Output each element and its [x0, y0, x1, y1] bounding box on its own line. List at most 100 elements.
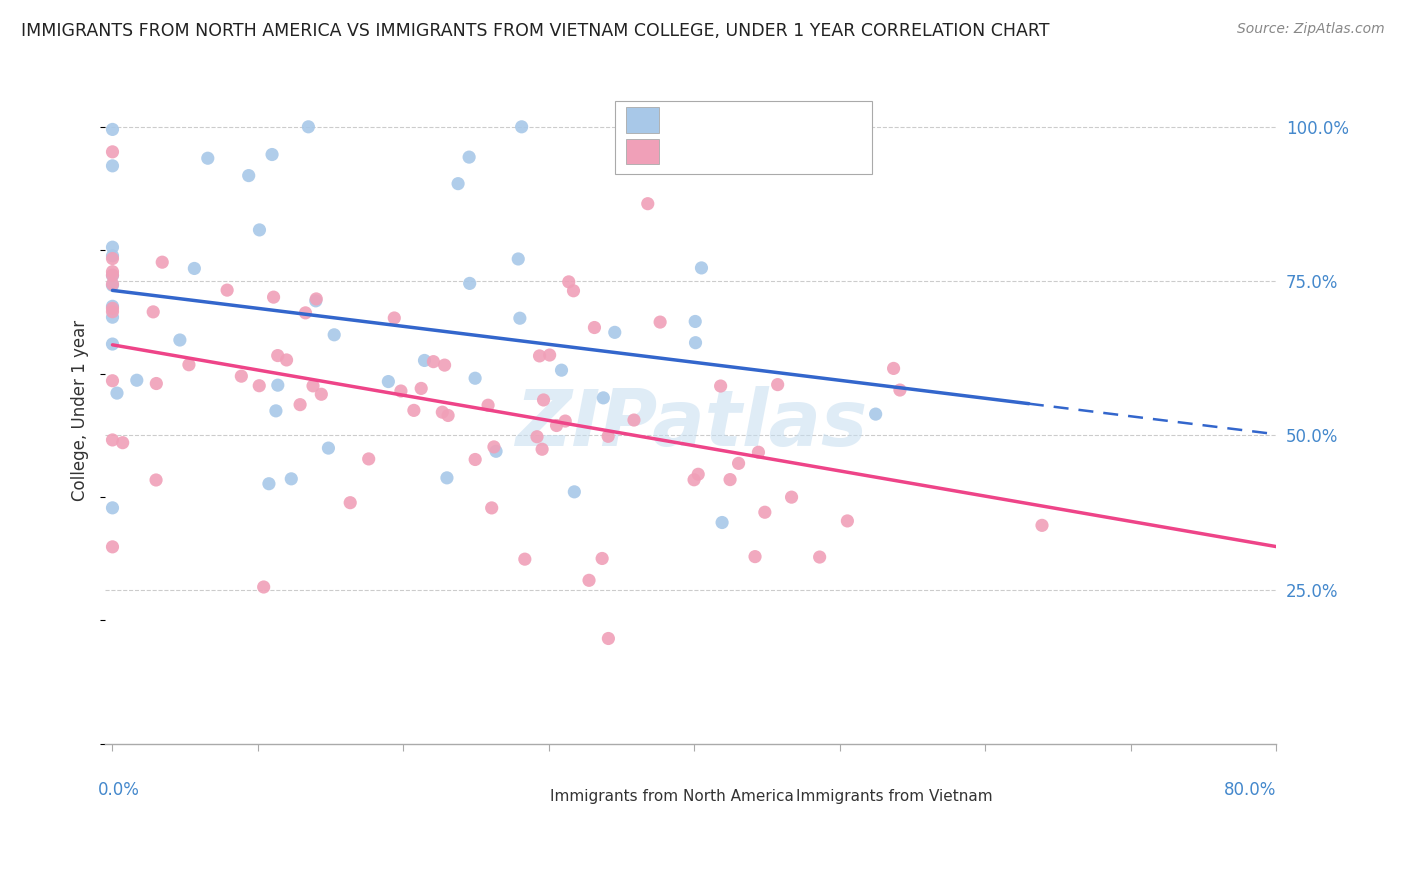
FancyBboxPatch shape: [626, 139, 659, 164]
Point: [294, 306, 316, 320]
Text: Immigrants from North America: Immigrants from North America: [550, 789, 794, 804]
Point: [747, 445, 769, 459]
FancyBboxPatch shape: [626, 107, 659, 133]
Text: R =: R =: [671, 111, 707, 128]
Point: [253, 580, 276, 594]
Point: [558, 275, 581, 289]
Point: [101, 299, 124, 313]
Point: [727, 456, 749, 470]
Point: [101, 337, 124, 351]
Point: [101, 268, 124, 283]
Point: [169, 333, 191, 347]
Text: Source: ZipAtlas.com: Source: ZipAtlas.com: [1237, 22, 1385, 37]
Point: [433, 358, 456, 372]
Point: [837, 514, 859, 528]
Point: [260, 147, 283, 161]
Point: [432, 405, 454, 419]
Point: [267, 378, 290, 392]
Point: [249, 223, 271, 237]
Point: [377, 375, 399, 389]
Y-axis label: College, Under 1 year: College, Under 1 year: [72, 320, 89, 501]
Point: [464, 371, 486, 385]
Point: [101, 433, 124, 447]
Point: [718, 473, 741, 487]
Text: 0.0%: 0.0%: [98, 780, 139, 798]
Point: [145, 376, 167, 391]
Point: [711, 516, 734, 530]
Point: [1031, 518, 1053, 533]
Point: [683, 314, 706, 328]
Point: [101, 277, 124, 292]
Point: [422, 354, 444, 368]
Point: [101, 278, 124, 293]
Text: -0.185: -0.185: [716, 111, 775, 128]
Point: [111, 435, 134, 450]
Point: [411, 381, 433, 395]
Point: [685, 335, 707, 350]
Point: [865, 407, 887, 421]
Point: [257, 476, 280, 491]
Text: N =: N =: [787, 111, 825, 128]
Point: [276, 353, 298, 368]
Point: [125, 373, 148, 387]
Point: [550, 363, 572, 377]
Point: [177, 358, 200, 372]
Point: [598, 632, 620, 646]
Point: [105, 386, 128, 401]
Point: [305, 292, 328, 306]
Point: [302, 379, 325, 393]
Text: 46: 46: [832, 111, 855, 128]
Point: [533, 392, 555, 407]
Point: [247, 378, 270, 392]
Point: [458, 277, 481, 291]
Point: [357, 451, 380, 466]
Point: [583, 320, 606, 334]
Point: [101, 500, 124, 515]
Point: [883, 361, 905, 376]
Text: 80.0%: 80.0%: [1223, 780, 1277, 798]
Point: [623, 413, 645, 427]
Point: [318, 441, 340, 455]
Point: [323, 327, 346, 342]
Point: [458, 150, 481, 164]
Point: [546, 418, 568, 433]
Point: [145, 473, 167, 487]
Point: [238, 169, 260, 183]
Point: [142, 305, 165, 319]
Point: [482, 440, 505, 454]
Point: [101, 249, 124, 263]
Point: [808, 549, 831, 564]
Point: [101, 240, 124, 254]
Point: [437, 409, 460, 423]
Point: [288, 398, 311, 412]
Point: [513, 552, 536, 566]
Point: [710, 379, 733, 393]
Point: [264, 404, 287, 418]
Point: [101, 145, 124, 159]
Point: [101, 122, 124, 136]
Text: IMMIGRANTS FROM NORTH AMERICA VS IMMIGRANTS FROM VIETNAM COLLEGE, UNDER 1 YEAR C: IMMIGRANTS FROM NORTH AMERICA VS IMMIGRA…: [21, 22, 1050, 40]
FancyBboxPatch shape: [614, 101, 872, 174]
Point: [402, 403, 425, 417]
FancyBboxPatch shape: [520, 787, 544, 806]
Point: [464, 452, 486, 467]
Point: [591, 551, 613, 566]
Point: [603, 326, 626, 340]
Point: [562, 484, 585, 499]
Point: [101, 268, 124, 282]
Point: [101, 374, 124, 388]
Point: [280, 472, 302, 486]
Point: [447, 177, 470, 191]
Text: R =: R =: [671, 143, 707, 161]
Point: [311, 387, 333, 401]
Point: [183, 261, 205, 276]
Point: [150, 255, 173, 269]
Point: [263, 290, 285, 304]
Point: [101, 159, 124, 173]
Point: [231, 369, 253, 384]
Point: [297, 120, 319, 134]
Point: [637, 196, 659, 211]
Point: [688, 467, 710, 482]
Point: [592, 391, 614, 405]
Point: [305, 293, 328, 308]
